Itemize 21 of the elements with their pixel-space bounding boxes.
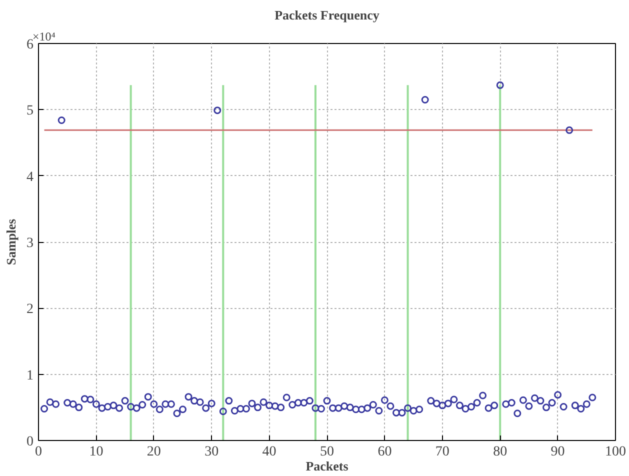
x-tick-label: 80 bbox=[493, 444, 508, 460]
chart-title: Packets Frequency bbox=[274, 8, 380, 22]
y-tick-label: 0 bbox=[26, 434, 34, 450]
x-axis-title: Packets bbox=[306, 458, 348, 474]
x-tick-label: 30 bbox=[204, 444, 219, 460]
y-tick-label: 3 bbox=[26, 236, 34, 251]
x-tick-label: 50 bbox=[320, 444, 334, 460]
y-tick-label: 4 bbox=[26, 170, 34, 185]
y-tick-label: 2 bbox=[26, 302, 34, 318]
x-tick-label: 70 bbox=[435, 444, 450, 460]
x-tick-label: 90 bbox=[550, 444, 565, 460]
y-tick-label: 1 bbox=[26, 368, 34, 384]
x-tick-label: 100 bbox=[605, 444, 626, 460]
x-tick-label: 20 bbox=[146, 444, 161, 460]
annotation: ×10⁴ bbox=[32, 30, 56, 44]
x-tick-label: 40 bbox=[262, 444, 276, 460]
y-tick-label: 6 bbox=[26, 38, 34, 52]
y-axis-title: Samples bbox=[4, 218, 18, 266]
y-tick-label: 5 bbox=[26, 104, 34, 119]
x-tick-label: 60 bbox=[378, 444, 392, 460]
x-tick-label: 10 bbox=[89, 444, 104, 460]
